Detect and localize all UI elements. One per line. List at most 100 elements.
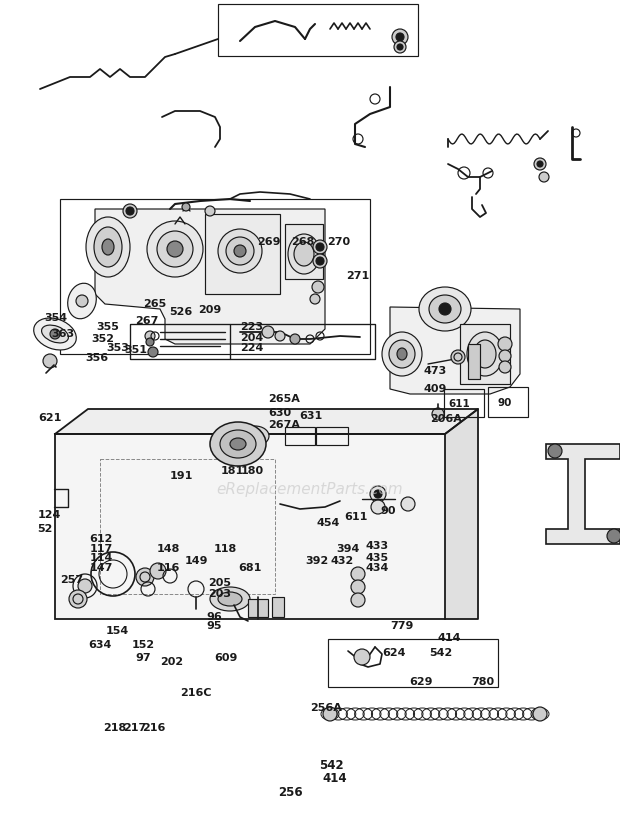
Text: 256: 256 [278,785,303,798]
Bar [444,390,484,418]
Ellipse shape [247,431,263,442]
Ellipse shape [157,232,193,268]
Text: 433: 433 [366,541,389,550]
Text: 216: 216 [143,722,166,732]
Text: 624: 624 [383,647,406,657]
Ellipse shape [220,431,256,459]
Text: 95: 95 [206,621,222,631]
Text: 351: 351 [124,345,147,355]
Bar [468,345,480,379]
Bar [60,200,370,355]
Circle shape [499,351,511,363]
Bar [130,324,230,360]
Text: 152: 152 [131,640,154,649]
Text: 257: 257 [60,574,83,584]
Text: 256A: 256A [310,702,342,712]
Circle shape [534,159,546,171]
Text: 124: 124 [37,509,61,519]
Polygon shape [445,410,478,619]
Text: 90: 90 [380,505,396,515]
Circle shape [310,295,320,305]
Text: 609: 609 [214,653,237,663]
Text: 269: 269 [257,237,281,247]
Text: 611: 611 [344,511,368,521]
Bar [285,428,315,446]
Bar [55,434,445,619]
Text: 473: 473 [423,366,446,376]
Text: 267A: 267A [268,419,300,429]
Text: 612: 612 [89,533,113,543]
Circle shape [351,593,365,607]
Text: 218: 218 [103,722,126,732]
Text: 353: 353 [107,343,130,353]
Text: 435: 435 [366,553,389,563]
Ellipse shape [226,238,254,265]
Bar [272,597,284,618]
Circle shape [275,332,285,342]
Text: 209: 209 [198,305,221,314]
Text: 631: 631 [299,410,322,420]
Polygon shape [95,210,325,345]
Text: 270: 270 [327,237,350,247]
Circle shape [392,30,408,46]
Text: 114: 114 [89,553,113,563]
Ellipse shape [102,240,114,256]
Ellipse shape [294,242,314,267]
Text: 118: 118 [214,543,237,553]
Circle shape [370,486,386,502]
Circle shape [312,282,324,294]
Text: 90: 90 [498,397,512,408]
Ellipse shape [68,284,96,319]
Bar [285,224,323,279]
Text: 779: 779 [391,621,414,631]
Circle shape [397,45,403,51]
Text: 432: 432 [330,555,353,565]
Text: 629: 629 [409,676,433,686]
Text: 216C: 216C [180,687,211,697]
Text: 780: 780 [471,676,494,686]
Circle shape [351,568,365,581]
Ellipse shape [474,341,496,369]
Circle shape [548,445,562,459]
Text: 52: 52 [37,523,53,533]
Bar [488,387,528,418]
Circle shape [148,347,158,358]
Text: 97: 97 [135,653,151,663]
Ellipse shape [429,296,461,324]
Circle shape [451,351,465,364]
Circle shape [316,244,324,251]
Bar [218,5,418,57]
Text: 268: 268 [291,237,315,247]
Text: 180: 180 [241,465,264,475]
Circle shape [432,409,444,420]
Circle shape [146,338,154,346]
Circle shape [533,707,547,721]
Circle shape [313,255,327,269]
Circle shape [145,332,155,342]
Ellipse shape [147,222,203,278]
Circle shape [76,296,88,308]
Circle shape [394,42,406,54]
Circle shape [539,173,549,183]
Circle shape [290,335,300,345]
Text: 611: 611 [448,399,470,409]
Circle shape [374,491,382,499]
Text: 148: 148 [156,543,180,553]
Text: 542: 542 [430,647,453,657]
Ellipse shape [467,333,503,377]
Circle shape [316,258,324,265]
Ellipse shape [167,242,183,258]
Text: 191: 191 [169,470,193,480]
Circle shape [43,355,57,369]
Text: 392: 392 [305,555,329,565]
Circle shape [50,329,60,340]
Circle shape [150,563,166,579]
Ellipse shape [218,229,262,274]
Text: 630: 630 [268,408,291,418]
Polygon shape [55,410,478,434]
Ellipse shape [439,304,451,315]
Text: 205: 205 [208,577,231,587]
Ellipse shape [397,349,407,360]
Text: 181: 181 [221,465,244,475]
Text: 356: 356 [86,353,108,363]
